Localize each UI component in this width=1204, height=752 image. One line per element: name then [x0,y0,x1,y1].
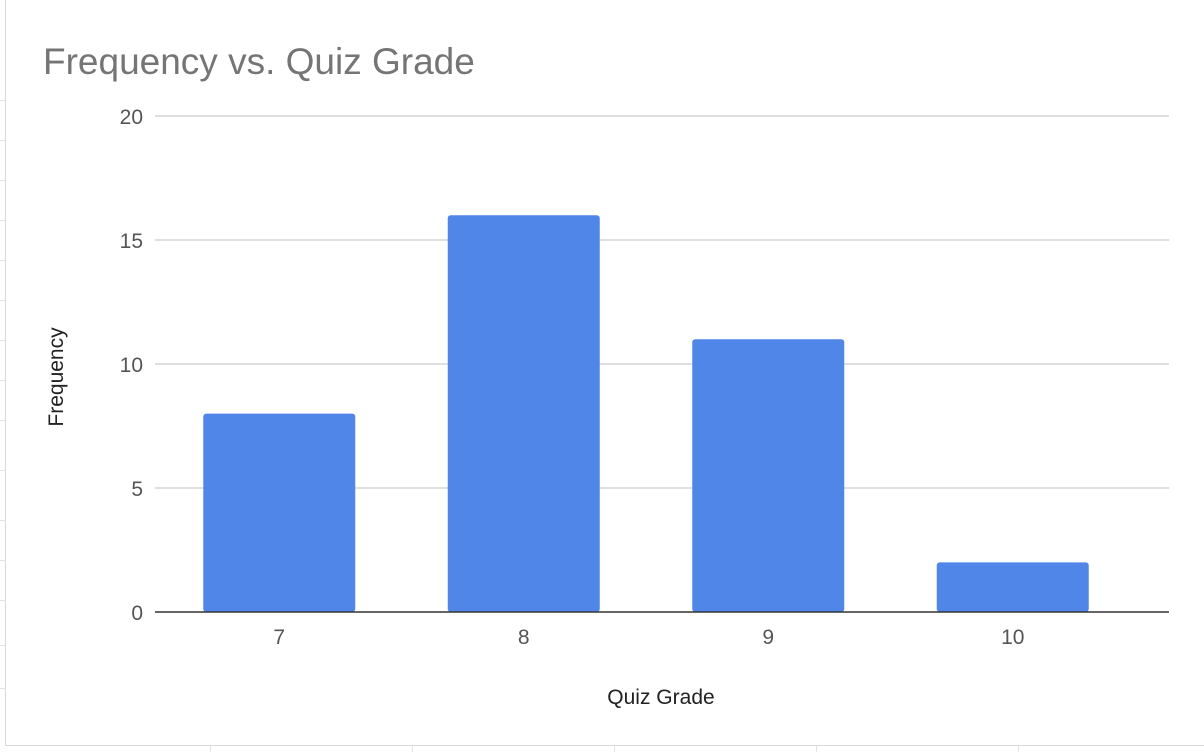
sheet-cell-border [0,260,6,261]
sheet-cell-border [0,140,6,141]
sheet-cell-border [412,746,413,752]
sheet-cell-border [0,380,6,381]
x-axis-title: Quiz Grade [607,686,714,709]
sheet-cell-border [1018,746,1019,752]
bar-8[interactable] [447,215,600,612]
chart-title: Frequency vs. Quiz Grade [43,41,475,82]
chart-border [5,0,1204,746]
sheet-cell-border [0,520,6,521]
bar-10[interactable] [936,562,1089,612]
sheet-cell-border [0,600,6,601]
sheet-cell-border [614,746,615,752]
x-axis-ticks: 7 8 9 10 [273,626,1024,649]
sheet-cell-border [816,746,817,752]
bar-7[interactable] [203,413,356,612]
sheet-cell-border [0,300,6,301]
x-tick-label: 8 [518,626,530,649]
sheet-cell-border [0,420,6,421]
bar-9[interactable] [692,339,845,612]
y-tick-label: 0 [131,602,143,625]
sheet-cell-border [0,180,6,181]
bars [203,215,1089,612]
sheet-cell-border [0,560,6,561]
sheet-cell-border [0,100,6,101]
sheet-cell-border [0,470,6,471]
y-tick-label: 15 [120,230,143,253]
sheet-cell-border [210,746,211,752]
x-tick-label: 7 [273,626,285,649]
x-tick-label: 9 [762,626,774,649]
y-tick-label: 10 [120,354,143,377]
sheet-cell-border [0,220,6,221]
sheet-cell-border [0,688,6,689]
sheet-cell-border [0,645,6,646]
sheet-cell-border [0,340,6,341]
y-tick-label: 20 [120,106,143,129]
x-tick-label: 10 [1001,626,1024,649]
y-axis-title: Frequency [45,327,68,427]
y-axis-ticks: 0 5 10 15 20 [120,106,143,625]
y-tick-label: 5 [131,478,143,501]
